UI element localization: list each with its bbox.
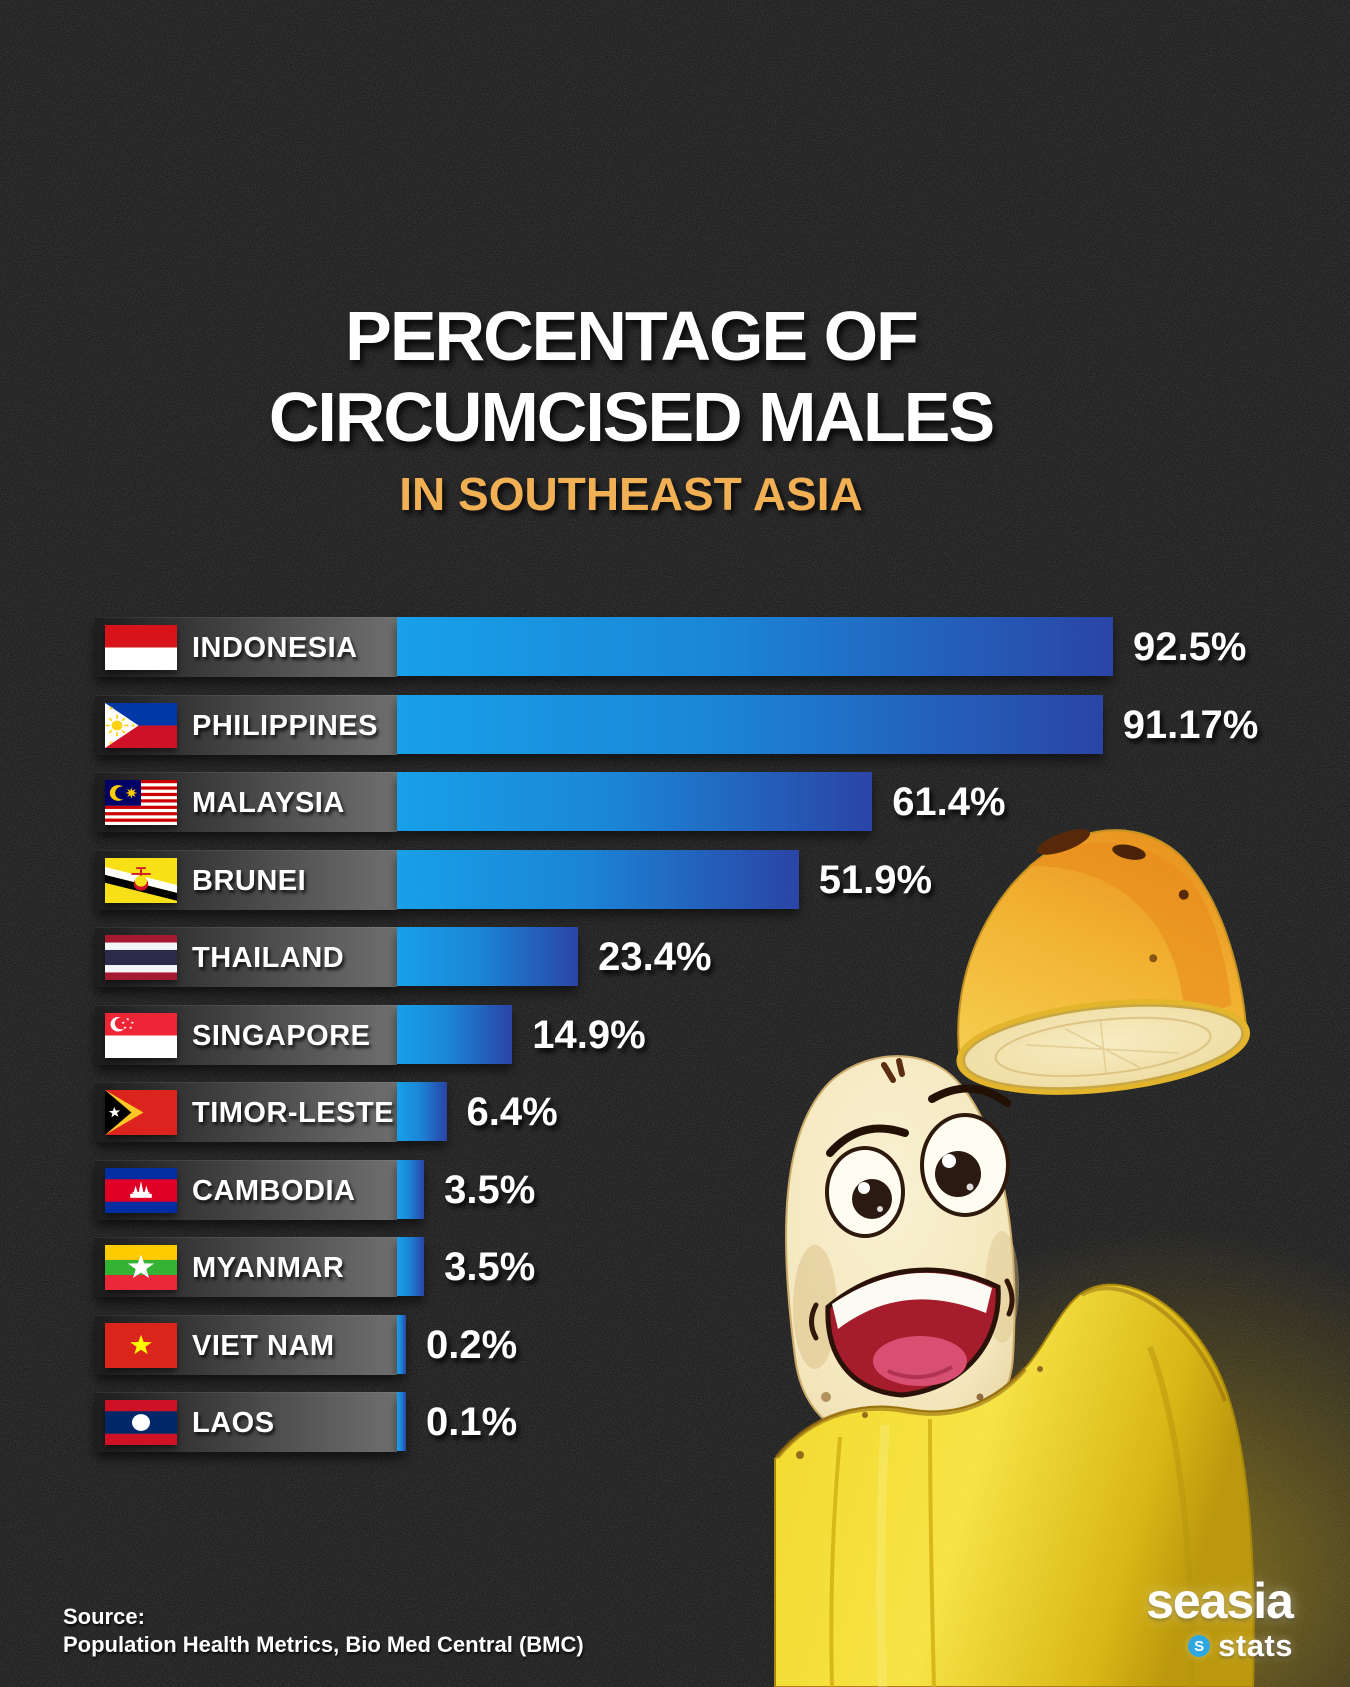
country-label: MYANMAR	[192, 1252, 345, 1284]
thailand-flag-icon	[105, 935, 177, 980]
country-plate: SINGAPORE	[95, 1004, 397, 1065]
country-label: VIET NAM	[192, 1329, 335, 1362]
philippines-flag-icon	[105, 702, 177, 748]
country-label: CAMBODIA	[192, 1174, 356, 1207]
country-label: MALAYSIA	[192, 787, 345, 819]
value-bar-indonesia	[397, 617, 1113, 676]
country-plate: MYANMAR	[95, 1237, 397, 1297]
country-label: LAOS	[192, 1407, 275, 1439]
source-text: Population Health Metrics, Bio Med Centr…	[63, 1632, 584, 1657]
country-plate: VIET NAM	[95, 1314, 397, 1375]
country-label: PHILIPPINES	[192, 709, 378, 742]
value-label: 91.17%	[1122, 702, 1259, 747]
value-bar-timor-leste	[397, 1082, 447, 1141]
country-plate: TIMOR-LESTE	[95, 1082, 397, 1142]
stats-logo-icon: S	[1188, 1635, 1211, 1657]
bar-row-brunei: BRUNEI 51.9%	[95, 849, 1350, 910]
value-bar-malaysia	[397, 772, 873, 831]
brand-name: seasia	[1146, 1573, 1294, 1629]
country-plate: PHILIPPINES	[95, 694, 397, 755]
brunei-flag-icon	[105, 857, 177, 903]
country-plate: THAILAND	[95, 927, 397, 987]
value-bar-laos	[397, 1392, 406, 1451]
page-title: PERCENTAGE OF CIRCUMCISED MALES IN SOUTH…	[0, 296, 1262, 520]
value-label: 61.4%	[892, 780, 1006, 824]
myanmar-flag-icon	[105, 1245, 177, 1290]
vietnam-flag-icon	[105, 1322, 177, 1368]
value-bar-philippines	[397, 694, 1103, 754]
bar-row-singapore: SINGAPORE 14.9%	[95, 1004, 1350, 1065]
source-label: Source:	[63, 1604, 145, 1629]
value-label: 92.5%	[1133, 625, 1247, 669]
value-bar-vietnam	[397, 1314, 406, 1374]
value-label: 0.2%	[426, 1322, 518, 1367]
country-label: SINGAPORE	[192, 1019, 371, 1052]
source-note: Source: Population Health Metrics, Bio M…	[63, 1603, 584, 1659]
singapore-flag-icon	[105, 1012, 177, 1058]
value-label: 3.5%	[444, 1167, 536, 1212]
bar-row-philippines: PHILIPPINES 91.17%	[95, 694, 1350, 755]
bar-row-malaysia: MALAYSIA 61.4%	[95, 772, 1350, 832]
value-bar-myanmar	[397, 1237, 425, 1296]
laos-flag-icon	[105, 1400, 177, 1445]
bar-chart: INDONESIA 92.5% PHILIPPINES 91.17% MALAY…	[95, 617, 1350, 1457]
malaysia-flag-icon	[105, 780, 177, 825]
banana-body	[774, 1055, 1255, 1687]
value-bar-brunei	[397, 849, 799, 909]
value-bar-thailand	[397, 927, 579, 986]
country-label: INDONESIA	[192, 632, 358, 664]
country-label: THAILAND	[192, 942, 345, 974]
banana-tip	[956, 829, 1250, 1095]
bar-row-thailand: THAILAND 23.4%	[95, 927, 1350, 987]
value-label: 14.9%	[532, 1012, 646, 1057]
indonesia-flag-icon	[105, 625, 177, 670]
banana-blemish	[881, 1058, 905, 1083]
value-label: 6.4%	[466, 1090, 558, 1134]
country-label: TIMOR-LESTE	[192, 1097, 395, 1129]
timor-leste-flag-icon	[105, 1090, 177, 1135]
country-plate: BRUNEI	[95, 849, 397, 910]
cambodia-flag-icon	[105, 1167, 177, 1213]
brand-logo: seasia S stats	[1146, 1573, 1294, 1664]
bar-row-cambodia: CAMBODIA 3.5%	[95, 1159, 1350, 1220]
value-label: 3.5%	[444, 1245, 536, 1289]
value-label: 23.4%	[598, 935, 712, 979]
banana-peel	[774, 1283, 1255, 1687]
bar-row-myanmar: MYANMAR 3.5%	[95, 1237, 1350, 1297]
title-subtitle: IN SOUTHEAST ASIA	[399, 468, 863, 520]
country-plate: INDONESIA	[95, 617, 397, 677]
bar-row-indonesia: INDONESIA 92.5%	[95, 617, 1350, 677]
bar-row-timor-leste: TIMOR-LESTE 6.4%	[95, 1082, 1350, 1142]
country-label: BRUNEI	[192, 864, 307, 897]
country-plate: MALAYSIA	[95, 772, 397, 832]
country-plate: LAOS	[95, 1392, 397, 1452]
value-label: 51.9%	[818, 857, 933, 902]
brand-subname: stats	[1218, 1628, 1293, 1663]
value-label: 0.1%	[426, 1400, 518, 1444]
country-plate: CAMBODIA	[95, 1159, 397, 1220]
bar-row-laos: LAOS 0.1%	[95, 1392, 1350, 1452]
title-line-1: PERCENTAGE OF	[345, 297, 919, 375]
banana-illustration	[774, 829, 1255, 1687]
title-line-2: CIRCUMCISED MALES	[268, 378, 995, 456]
brand-subline: S stats	[1146, 1628, 1293, 1664]
bar-row-vietnam: VIET NAM 0.2%	[95, 1314, 1350, 1375]
value-bar-cambodia	[397, 1159, 425, 1219]
value-bar-singapore	[397, 1004, 513, 1064]
banana-face	[809, 1084, 1015, 1398]
